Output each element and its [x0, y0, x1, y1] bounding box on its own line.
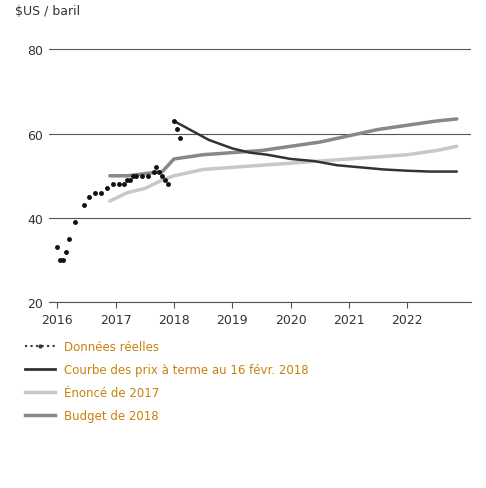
Legend: Données réelles, Courbe des prix à terme au 16 févr. 2018, Énoncé de 2017, Budge: Données réelles, Courbe des prix à terme… [21, 336, 313, 427]
Text: $US / baril: $US / baril [15, 5, 80, 19]
